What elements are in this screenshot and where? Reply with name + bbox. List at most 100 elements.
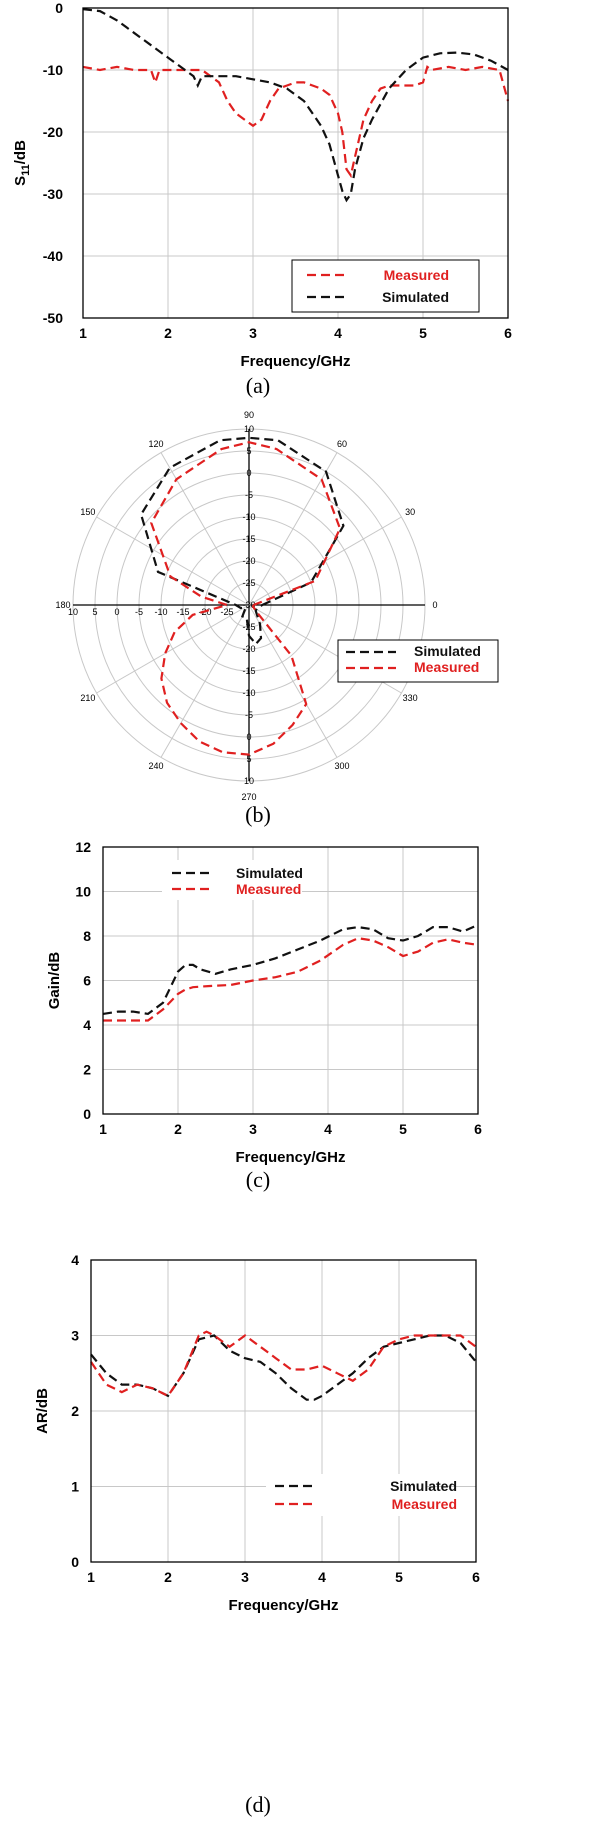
x-tick-label: 1 <box>87 1569 95 1585</box>
legend-box <box>162 860 302 900</box>
polar-radial-label: 10 <box>68 607 78 617</box>
x-tick-label: 4 <box>334 325 342 341</box>
plot-frame <box>82 7 509 319</box>
y-tick-label: 4 <box>83 1017 91 1033</box>
polar-radial-label: 5 <box>246 754 251 764</box>
y-tick-label: 8 <box>83 928 91 944</box>
chart-panel-b: 90603003303002702402101801501201050-5-10… <box>55 410 499 827</box>
panel-caption: (b) <box>245 802 271 827</box>
y-tick-label: 6 <box>83 973 91 989</box>
polar-angle-label: 210 <box>80 693 95 703</box>
polar-radial-label: -15 <box>176 607 189 617</box>
x-tick-label: 2 <box>164 1569 172 1585</box>
x-tick-label: 5 <box>395 1569 403 1585</box>
polar-radial-label: -10 <box>242 688 255 698</box>
x-tick-label: 6 <box>474 1121 482 1137</box>
polar-radial-label: -5 <box>245 710 253 720</box>
x-tick-label: 6 <box>472 1569 480 1585</box>
y-tick-label: 1 <box>71 1479 79 1495</box>
y-tick-label: 4 <box>71 1252 79 1268</box>
polar-angle-label: 30 <box>405 507 415 517</box>
polar-spoke <box>160 452 250 606</box>
legend-label-simulated: Simulated <box>236 865 303 881</box>
polar-spoke <box>248 604 338 758</box>
polar-radial-label: 10 <box>244 776 254 786</box>
y-tick-label: 2 <box>71 1403 79 1419</box>
y-axis-label: AR/dB <box>34 1388 51 1434</box>
series-line-simulated <box>82 8 509 203</box>
polar-angle-label: 60 <box>337 439 347 449</box>
polar-radial-label: 0 <box>114 607 119 617</box>
polar-radial-label: 5 <box>92 607 97 617</box>
polar-radial-label: -5 <box>135 607 143 617</box>
series-line-measured <box>90 1330 477 1398</box>
polar-radial-label: -25 <box>220 607 233 617</box>
y-tick-label: -10 <box>43 62 63 78</box>
legend-label-measured: Measured <box>392 1496 457 1512</box>
legend-box <box>337 639 499 683</box>
x-tick-label: 3 <box>249 1121 257 1137</box>
polar-radial-label: -15 <box>242 666 255 676</box>
polar-radial-label: 5 <box>246 446 251 456</box>
polar-angle-label: 0 <box>432 600 437 610</box>
y-axis-label-sub: 11 <box>20 164 32 176</box>
legend-label-measured: Measured <box>384 267 449 283</box>
legend-label-simulated: Simulated <box>414 643 481 659</box>
legend-label-measured: Measured <box>414 659 479 675</box>
chart-panel-d: 1 2 3 4 5 601234Frequency/GHzAR/dBSimulatedMe… <box>34 1252 480 1817</box>
y-tick-label: 0 <box>55 0 63 16</box>
x-tick-label: 5 <box>399 1121 407 1137</box>
polar-angle-label: 180 <box>55 600 70 610</box>
chart-panel-c: 1 2 3 4 5 6024681012Frequency/GHzGain/dBSimul… <box>46 839 482 1192</box>
chart-panel-a: 1 2 3 4 5 6 0 -10 -20 -30 -40 -50 Frequency/GHz S11/d… <box>12 0 512 398</box>
legend-label-simulated: Simulated <box>382 289 449 305</box>
x-tick-label: 6 <box>504 325 512 341</box>
legend-label-measured: Measured <box>236 881 301 897</box>
plot-frame <box>102 846 479 1115</box>
series-line-simulated <box>90 1334 477 1401</box>
polar-angle-label: 120 <box>148 439 163 449</box>
x-axis-label: Frequency/GHz <box>240 353 350 370</box>
polar-radial-label: -20 <box>242 556 255 566</box>
polar-radial-label: 0 <box>246 468 251 478</box>
series-line-measured <box>103 937 479 1022</box>
legend-box <box>266 1474 426 1516</box>
polar-radial-label: -20 <box>242 644 255 654</box>
polar-radial-label: -10 <box>154 607 167 617</box>
y-axis-label: S11/dB <box>12 140 32 186</box>
y-tick-label: -40 <box>43 248 63 264</box>
polar-angle-label: 270 <box>241 792 256 802</box>
y-axis-label: Gain/dB <box>46 952 63 1010</box>
polar-radial-label: 10 <box>244 424 254 434</box>
polar-spoke <box>96 604 250 694</box>
polar-radial-label: -25 <box>242 622 255 632</box>
polar-angle-label: 240 <box>148 761 163 771</box>
x-tick-label: 3 <box>241 1569 249 1585</box>
x-tick-label: 1 <box>99 1121 107 1137</box>
polar-angle-label: 90 <box>244 410 254 420</box>
x-tick-label: 3 <box>249 325 257 341</box>
polar-spoke <box>96 516 250 606</box>
y-tick-label: 0 <box>71 1554 79 1570</box>
y-axis-label-main: S <box>12 176 29 186</box>
plot-frame <box>90 1259 477 1563</box>
series-line-simulated <box>139 436 345 646</box>
series-line-measured <box>150 441 342 756</box>
y-tick-label: -50 <box>43 310 63 326</box>
polar-spoke <box>160 604 250 758</box>
panel-caption: (c) <box>246 1167 270 1192</box>
polar-radial-label: -5 <box>245 490 253 500</box>
x-tick-label: 2 <box>174 1121 182 1137</box>
polar-angle-label: 330 <box>403 693 418 703</box>
y-tick-label: 10 <box>75 884 91 900</box>
polar-angle-label: 300 <box>334 761 349 771</box>
x-tick-label: 2 <box>164 325 172 341</box>
legend-box <box>291 259 480 313</box>
polar-angle-label: 150 <box>80 507 95 517</box>
x-tick-label: 4 <box>318 1569 326 1585</box>
y-tick-label: 2 <box>83 1062 91 1078</box>
panel-caption: (a) <box>246 373 270 398</box>
y-tick-label: -20 <box>43 124 63 140</box>
x-axis-label: Frequency/GHz <box>235 1149 345 1166</box>
